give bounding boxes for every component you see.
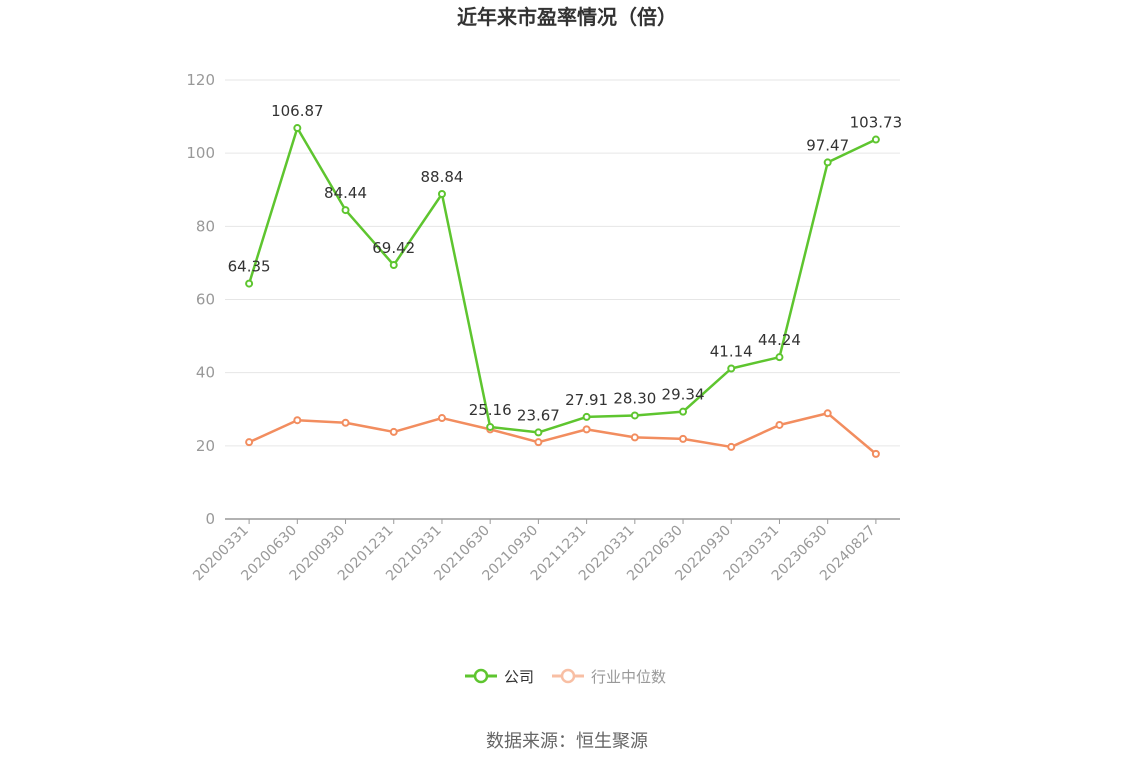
data-point[interactable] xyxy=(245,438,254,447)
y-tick-label: 100 xyxy=(186,144,215,162)
legend: 公司 行业中位数 xyxy=(465,668,666,686)
data-label: 25.16 xyxy=(469,401,512,419)
y-tick-label: 80 xyxy=(196,217,215,235)
data-point[interactable] xyxy=(775,353,784,362)
data-point[interactable] xyxy=(823,158,832,167)
data-point[interactable] xyxy=(437,189,446,198)
data-point[interactable] xyxy=(341,206,350,215)
y-tick-label: 0 xyxy=(205,510,215,528)
data-label: 28.30 xyxy=(613,389,656,407)
data-point[interactable] xyxy=(534,428,543,437)
data-point[interactable] xyxy=(389,261,398,270)
data-point[interactable] xyxy=(775,420,784,429)
axes: 0204060801001202020033120200630202009302… xyxy=(186,71,900,584)
data-label: 97.47 xyxy=(806,136,849,154)
y-tick-label: 60 xyxy=(196,291,215,309)
legend-label[interactable]: 行业中位数 xyxy=(591,668,666,686)
data-point[interactable] xyxy=(341,418,350,427)
data-point[interactable] xyxy=(727,364,736,373)
grid-lines xyxy=(225,79,900,447)
series-line-1 xyxy=(248,412,877,455)
data-label: 88.84 xyxy=(420,168,463,186)
series-lines xyxy=(245,124,880,458)
data-label: 44.24 xyxy=(758,331,801,349)
legend-label[interactable]: 公司 xyxy=(504,668,534,686)
data-point[interactable] xyxy=(293,416,302,425)
data-label: 23.67 xyxy=(517,406,560,424)
data-label: 41.14 xyxy=(710,342,753,360)
data-point[interactable] xyxy=(871,449,880,458)
data-label: 106.87 xyxy=(271,102,324,120)
data-label: 64.35 xyxy=(228,258,271,276)
data-point[interactable] xyxy=(823,409,832,418)
data-point[interactable] xyxy=(727,442,736,451)
data-point[interactable] xyxy=(293,124,302,133)
data-point[interactable] xyxy=(871,135,880,144)
data-point[interactable] xyxy=(389,427,398,436)
y-tick-label: 40 xyxy=(196,364,215,382)
data-point[interactable] xyxy=(630,411,639,420)
data-point[interactable] xyxy=(582,412,591,421)
chart-title: 近年来市盈率情况（倍） xyxy=(457,5,677,29)
legend-swatch-marker[interactable] xyxy=(473,668,489,684)
data-point[interactable] xyxy=(679,434,688,443)
data-point[interactable] xyxy=(437,414,446,423)
data-labels: 64.35 106.87 84.44 69.42 88.84 25.16 23.67 27.9… xyxy=(228,102,903,424)
legend-swatch-marker[interactable] xyxy=(560,668,576,684)
data-point[interactable] xyxy=(245,279,254,288)
data-point[interactable] xyxy=(630,433,639,442)
data-label: 29.34 xyxy=(662,386,705,404)
data-label: 84.44 xyxy=(324,184,367,202)
data-label: 103.73 xyxy=(850,114,903,132)
series-line-0 xyxy=(247,126,877,434)
data-point[interactable] xyxy=(486,422,495,431)
source-text: 数据来源：恒生聚源 xyxy=(486,731,648,752)
data-point[interactable] xyxy=(679,407,688,416)
y-tick-label: 20 xyxy=(196,437,215,455)
data-point[interactable] xyxy=(582,425,591,434)
y-tick-label: 120 xyxy=(186,71,215,89)
data-label: 69.42 xyxy=(372,239,415,257)
data-point[interactable] xyxy=(534,438,543,447)
data-label: 27.91 xyxy=(565,391,608,409)
